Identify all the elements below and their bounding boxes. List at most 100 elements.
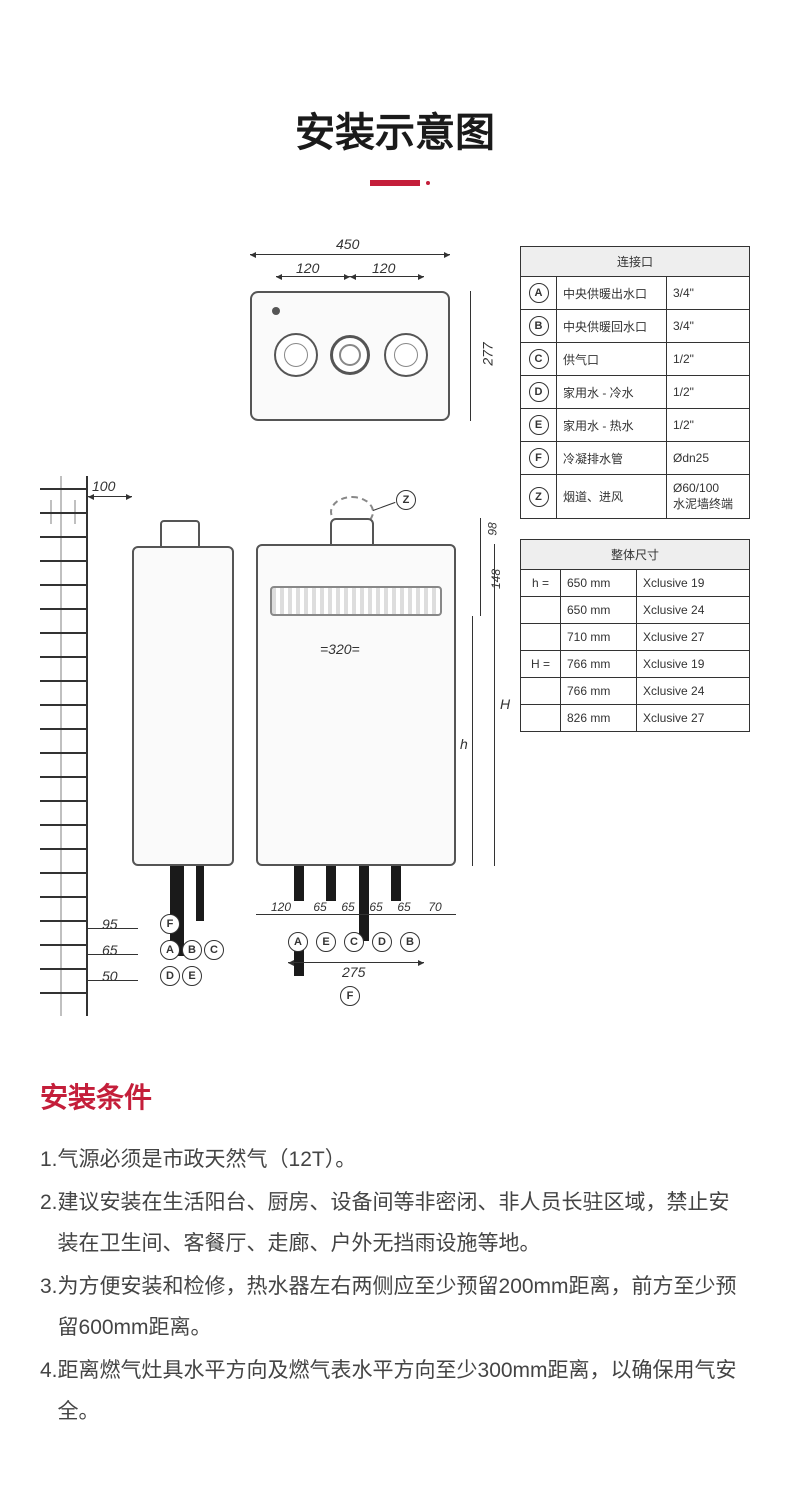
table-row: 766 mmXclusive 24 xyxy=(521,678,750,705)
condition-number: 2. xyxy=(40,1183,58,1265)
dim-key: h = xyxy=(521,570,561,597)
dim-120-l: 120 xyxy=(296,260,319,276)
unit-top-view xyxy=(250,291,450,421)
dim-b5: 70 xyxy=(418,900,452,914)
dim-b0: 120 xyxy=(256,900,306,914)
dial-right xyxy=(384,333,428,377)
dim-model: Xclusive 19 xyxy=(637,570,750,597)
table-row: A 中央供暖出水口3/4" xyxy=(521,277,750,310)
condition-number: 1. xyxy=(40,1140,58,1181)
port-d-icon: D xyxy=(372,932,392,952)
table-row: D家用水 - 冷水1/2" xyxy=(521,376,750,409)
letter-f-icon: F xyxy=(160,914,180,934)
letter-c-icon: C xyxy=(529,349,549,369)
conditions-title: 安装条件 xyxy=(40,1076,750,1116)
side-pipe-2 xyxy=(196,866,204,921)
table-row: H =766 mmXclusive 19 xyxy=(521,651,750,678)
letter-b-icon: B xyxy=(182,940,202,960)
condition-text: 距离燃气灶具水平方向及燃气表水平方向至少300mm距离，以确保用气安全。 xyxy=(58,1351,750,1433)
dim-50: 50 xyxy=(102,968,118,984)
condition-item: 4.距离燃气灶具水平方向及燃气表水平方向至少300mm距离，以确保用气安全。 xyxy=(40,1351,750,1433)
table-row: F冷凝排水管Ødn25 xyxy=(521,442,750,475)
letter-e-icon: E xyxy=(529,415,549,435)
page-title: 安装示意图 xyxy=(40,100,750,158)
dim-key xyxy=(521,705,561,732)
condition-item: 3.为方便安装和检修，热水器左右两侧应至少预留200mm距离，前方至少预留600… xyxy=(40,1267,750,1349)
wall-icon xyxy=(40,476,88,1016)
dim-key: H = xyxy=(521,651,561,678)
dim-key xyxy=(521,624,561,651)
conn-size: 3/4" xyxy=(667,310,750,343)
table-row: 650 mmXclusive 24 xyxy=(521,597,750,624)
conn-name: 冷凝排水管 xyxy=(557,442,667,475)
table-row: 826 mmXclusive 27 xyxy=(521,705,750,732)
letter-z-icon: Z xyxy=(529,487,549,507)
table-row: h =650 mmXclusive 19 xyxy=(521,570,750,597)
condition-number: 3. xyxy=(40,1267,58,1349)
dim-120-r: 120 xyxy=(372,260,395,276)
letter-z-icon: Z xyxy=(396,490,416,510)
dim-b4: 65 xyxy=(390,900,418,914)
badge-ports-front: A E C D B xyxy=(288,932,420,952)
dim-val: 766 mm xyxy=(561,678,637,705)
conn-name: 家用水 - 热水 xyxy=(557,409,667,442)
dim-h-small: h xyxy=(460,736,468,752)
conn-name: 中央供暖回水口 xyxy=(557,310,667,343)
dim-95: 95 xyxy=(102,916,118,932)
front-panel xyxy=(270,586,442,616)
port-f-icon: F xyxy=(340,986,360,1006)
diagram-column: 450 120 120 277 100 9 xyxy=(40,246,500,1036)
front-side-diagram: 100 95 F 65 A B C 50 D E xyxy=(40,476,500,1036)
dim-b2: 65 xyxy=(334,900,362,914)
dim-b3: 65 xyxy=(362,900,390,914)
table-row: C供气口1/2" xyxy=(521,343,750,376)
dim-model: Xclusive 24 xyxy=(637,678,750,705)
letter-b-icon: B xyxy=(529,316,549,336)
badge-abc: A B C xyxy=(160,940,224,960)
dim-100: 100 xyxy=(92,478,115,494)
condition-text: 为方便安装和检修，热水器左右两侧应至少预留200mm距离，前方至少预留600mm… xyxy=(58,1267,750,1349)
conn-size: 1/2" xyxy=(667,343,750,376)
led-dot xyxy=(272,307,280,315)
dim-277: 277 xyxy=(480,342,496,365)
condition-item: 2.建议安装在生活阳台、厨房、设备间等非密闭、非人员长驻区域，禁止安装在卫生间、… xyxy=(40,1183,750,1265)
dim-model: Xclusive 19 xyxy=(637,651,750,678)
table-row: B 中央供暖回水口3/4" xyxy=(521,310,750,343)
letter-a-icon: A xyxy=(529,283,549,303)
dim-val: 766 mm xyxy=(561,651,637,678)
letter-e-icon: E xyxy=(182,966,202,986)
conn-size: Ø60/100 水泥墙终端 xyxy=(667,475,750,519)
port-b-icon: B xyxy=(400,932,420,952)
dim-65: 65 xyxy=(102,942,118,958)
badge-f-front: F xyxy=(340,986,360,1006)
dim-key xyxy=(521,597,561,624)
dim-val: 650 mm xyxy=(561,570,637,597)
dim-val: 650 mm xyxy=(561,597,637,624)
conditions-list: 1.气源必须是市政天然气（12T）。2.建议安装在生活阳台、厨房、设备间等非密闭… xyxy=(40,1140,750,1433)
dims-header: 整体尺寸 xyxy=(521,540,750,570)
conn-name: 家用水 - 冷水 xyxy=(557,376,667,409)
conn-size: 1/2" xyxy=(667,376,750,409)
condition-text: 气源必须是市政天然气（12T）。 xyxy=(58,1140,750,1181)
conn-size: 3/4" xyxy=(667,277,750,310)
dim-275: 275 xyxy=(342,964,365,980)
port-e-icon: E xyxy=(316,932,336,952)
conn-size: Ødn25 xyxy=(667,442,750,475)
conn-size: 1/2" xyxy=(667,409,750,442)
front-flue xyxy=(330,518,374,546)
dim-key xyxy=(521,678,561,705)
side-flue xyxy=(160,520,200,548)
table-row: 710 mmXclusive 27 xyxy=(521,624,750,651)
conn-name: 中央供暖出水口 xyxy=(557,277,667,310)
condition-text: 建议安装在生活阳台、厨房、设备间等非密闭、非人员长驻区域，禁止安装在卫生间、客餐… xyxy=(58,1183,750,1265)
conn-header: 连接口 xyxy=(521,247,750,277)
title-underline xyxy=(370,180,420,186)
conn-name: 烟道、进风 xyxy=(557,475,667,519)
dial-center xyxy=(330,335,370,375)
tables-column: 连接口 A中央供暖出水口3/4"B中央供暖回水口3/4"C供气口1/2"D家用水… xyxy=(520,246,750,1036)
dim-val: 826 mm xyxy=(561,705,637,732)
dim-model: Xclusive 27 xyxy=(637,624,750,651)
dim-h-big: H xyxy=(500,696,510,712)
diagram-row: 450 120 120 277 100 9 xyxy=(40,246,750,1036)
dimensions-table: 整体尺寸 h =650 mmXclusive 19650 mmXclusive … xyxy=(520,539,750,732)
